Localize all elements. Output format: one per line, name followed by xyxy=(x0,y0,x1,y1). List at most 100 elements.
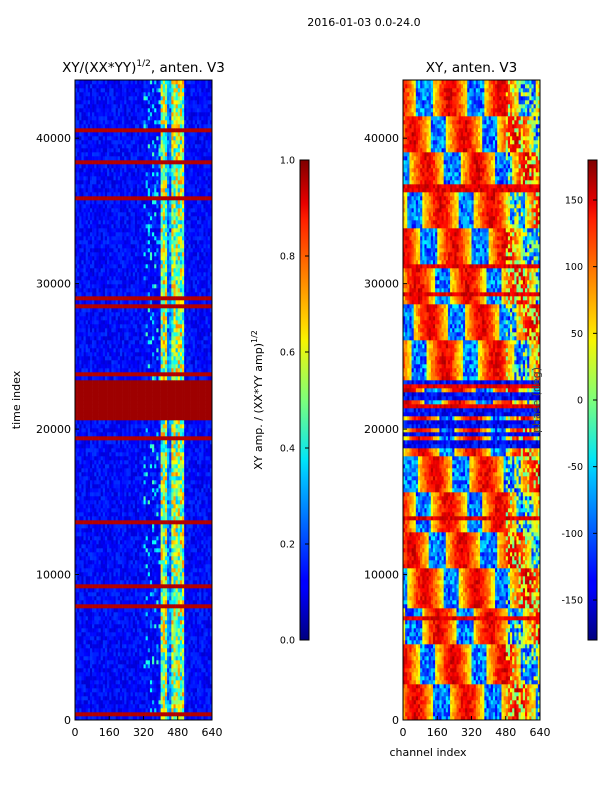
heatmap-cell xyxy=(175,572,179,577)
heatmap-cell xyxy=(197,648,200,653)
heatmap-cell xyxy=(126,408,129,413)
heatmap-cell xyxy=(158,716,161,720)
heatmap-cell xyxy=(134,508,138,513)
heatmap-cell xyxy=(201,456,204,461)
heatmap-cell xyxy=(85,468,89,473)
heatmap-cell xyxy=(124,500,127,505)
heatmap-cell xyxy=(173,692,176,697)
heatmap-cell xyxy=(104,636,108,641)
heatmap-cell xyxy=(158,668,161,673)
heatmap-cell xyxy=(77,536,80,541)
heatmap-cell xyxy=(167,716,170,720)
heatmap-cell xyxy=(154,512,157,517)
heatmap-cell xyxy=(102,500,106,505)
heatmap-cell xyxy=(104,564,108,569)
heatmap-cell xyxy=(158,460,161,465)
heatmap-cell xyxy=(81,508,84,513)
heatmap-cell xyxy=(126,696,129,701)
heatmap-cell xyxy=(167,572,170,577)
heatmap-cell xyxy=(201,480,204,485)
heatmap-cell xyxy=(152,636,155,641)
heatmap-cell xyxy=(192,688,196,693)
heatmap-cell xyxy=(156,508,159,513)
heatmap-cell xyxy=(175,484,179,489)
heatmap-cell xyxy=(104,660,108,665)
heatmap-cell xyxy=(89,668,93,673)
heatmap-cell xyxy=(107,516,110,521)
heatmap-cell xyxy=(164,640,168,645)
heatmap-cell xyxy=(134,592,138,597)
heatmap-cell xyxy=(209,436,212,441)
heatmap-cell xyxy=(109,712,112,717)
heatmap-cell xyxy=(145,588,149,593)
heatmap-cell xyxy=(207,528,211,533)
heatmap-cell xyxy=(184,536,187,541)
heatmap-cell xyxy=(194,428,198,433)
heatmap-cell xyxy=(182,460,185,465)
heatmap-cell xyxy=(152,592,155,597)
heatmap-cell xyxy=(107,512,110,517)
heatmap-cell xyxy=(177,644,181,649)
heatmap-cell xyxy=(177,492,181,497)
heatmap-cell xyxy=(77,420,80,425)
heatmap-cell xyxy=(111,592,114,597)
heatmap-cell xyxy=(207,572,211,577)
heatmap-cell xyxy=(115,576,119,581)
heatmap-cell xyxy=(94,428,97,433)
heatmap-cell xyxy=(79,716,82,720)
heatmap-cell xyxy=(173,704,176,709)
heatmap-cell xyxy=(184,600,187,605)
heatmap-cell xyxy=(169,496,172,501)
heatmap-cell xyxy=(149,424,153,429)
heatmap-cell xyxy=(77,648,80,653)
heatmap-cell xyxy=(194,624,198,629)
heatmap-cell xyxy=(160,664,164,669)
heatmap-cell xyxy=(192,624,196,629)
heatmap-cell xyxy=(111,660,114,665)
heatmap-cell xyxy=(164,660,168,665)
heatmap-cell xyxy=(117,520,121,525)
heatmap-cell xyxy=(179,620,183,625)
heatmap-cell xyxy=(182,416,185,421)
heatmap-cell xyxy=(94,440,97,445)
heatmap-cell xyxy=(100,588,104,593)
heatmap-cell xyxy=(122,408,125,413)
heatmap-cell xyxy=(160,464,164,469)
heatmap-cell xyxy=(85,636,89,641)
heatmap-cell xyxy=(81,668,84,673)
heatmap-cell xyxy=(197,452,200,457)
heatmap-cell xyxy=(102,672,106,677)
heatmap-cell xyxy=(87,500,91,505)
heatmap-cell xyxy=(117,576,121,581)
heatmap-cell xyxy=(177,592,181,597)
heatmap-cell xyxy=(152,508,155,513)
heatmap-cell xyxy=(156,536,159,541)
heatmap-cell xyxy=(147,592,151,597)
heatmap-cell xyxy=(188,416,191,421)
heatmap-cell xyxy=(98,572,101,577)
heatmap-cell xyxy=(102,508,106,513)
heatmap-cell xyxy=(190,448,194,453)
heatmap-cell xyxy=(149,688,153,693)
heatmap-cell xyxy=(179,456,183,461)
heatmap-cell xyxy=(81,648,84,653)
heatmap-cell xyxy=(209,712,212,717)
heatmap-cell xyxy=(203,608,206,613)
heatmap-cell xyxy=(126,540,129,545)
heatmap-cell xyxy=(87,568,91,573)
heatmap-cell xyxy=(162,472,166,477)
heatmap-cell xyxy=(87,408,91,413)
heatmap-cell xyxy=(143,420,146,425)
heatmap-cell xyxy=(160,560,164,565)
heatmap-cell xyxy=(92,560,95,565)
heatmap-cell xyxy=(122,568,125,573)
heatmap-cell xyxy=(94,468,97,473)
heatmap-cell xyxy=(164,712,168,717)
heatmap-cell xyxy=(83,648,86,653)
heatmap-cell xyxy=(89,604,93,609)
heatmap-cell xyxy=(96,624,99,629)
heatmap-cell xyxy=(143,556,146,561)
heatmap-cell xyxy=(85,656,89,661)
heatmap-cell xyxy=(152,412,155,417)
heatmap-cell xyxy=(122,468,125,473)
